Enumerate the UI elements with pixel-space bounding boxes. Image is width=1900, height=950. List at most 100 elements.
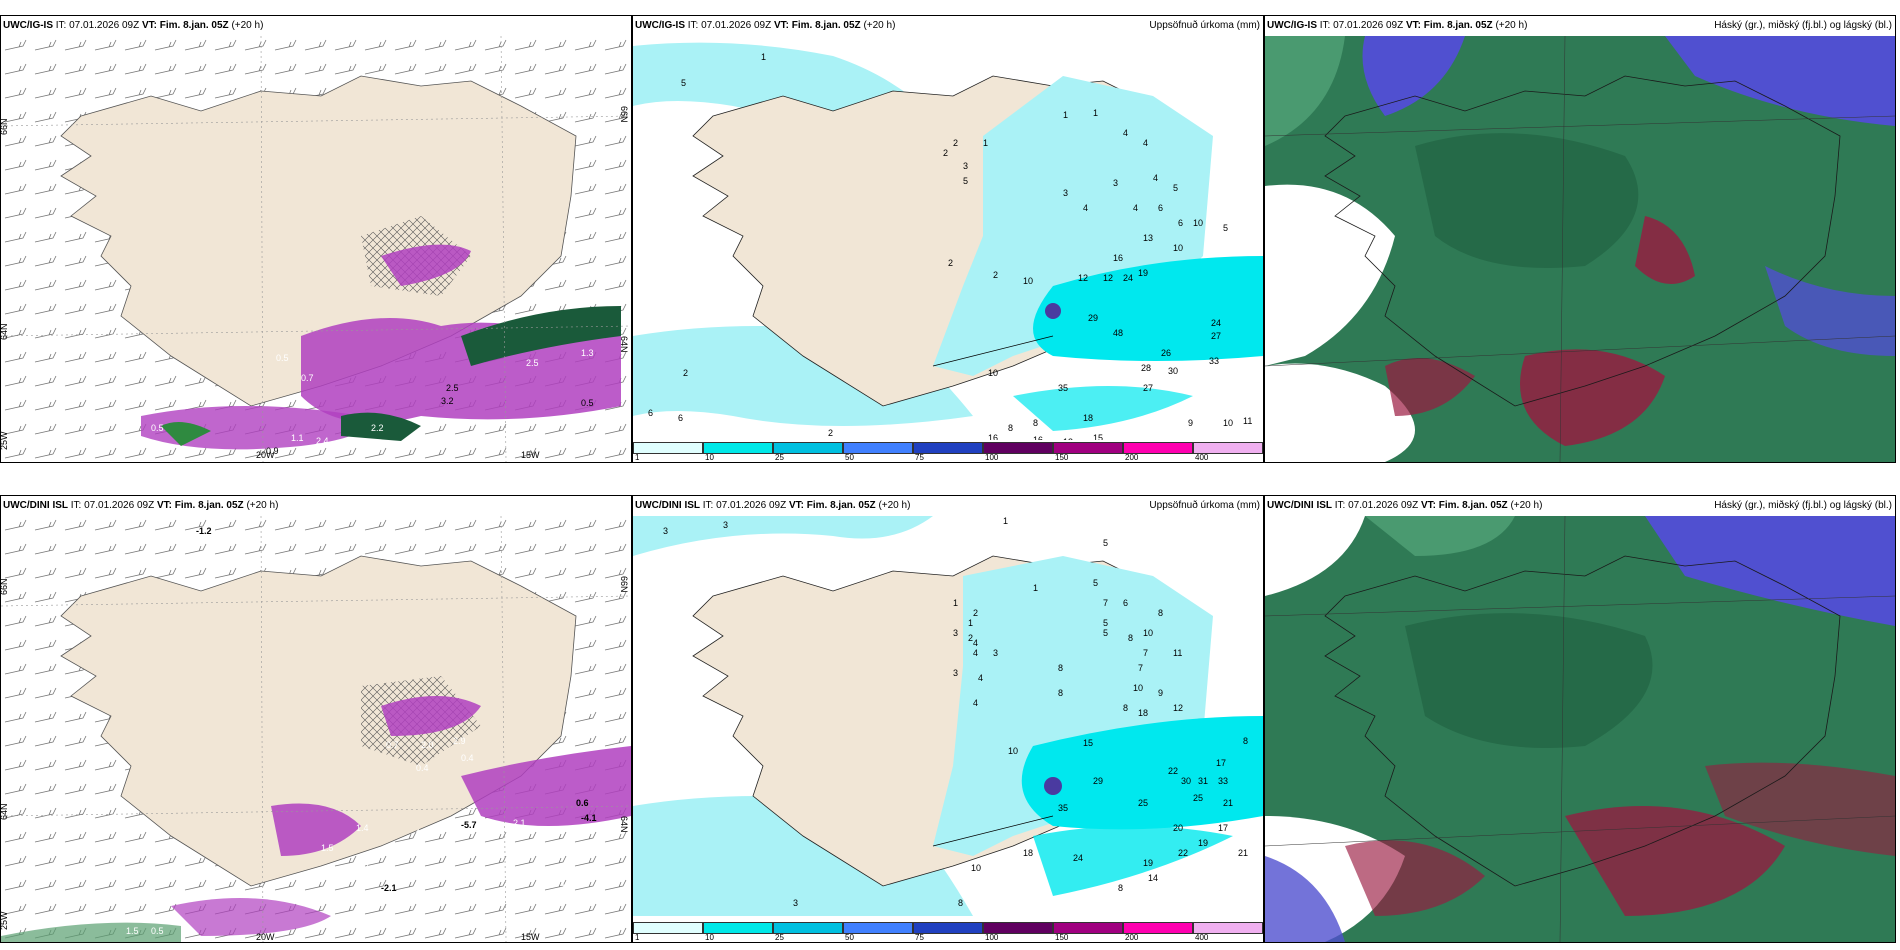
value-label: 19 [1143, 858, 1153, 868]
value-label: 5 [963, 176, 968, 186]
value-label: 2 [943, 148, 948, 158]
value-label: 2 [973, 608, 978, 618]
value-label: 24 [1073, 853, 1083, 863]
value-label: 2.9 [453, 736, 466, 746]
value-label: 10 [1133, 683, 1143, 693]
value-label: 0.7 [386, 740, 399, 750]
panel-title: Uppsöfnuð úrkoma (mm) [1149, 500, 1260, 511]
axis-label: 66N [1, 118, 9, 135]
value-label: 3 [663, 526, 668, 536]
colorbar: 1 10 25 50 75 100 150 200 400 [633, 920, 1263, 942]
value-label: 2.2 [371, 423, 384, 433]
colorbar-tick: 1 [635, 453, 640, 462]
cloud-map [1265, 36, 1895, 462]
value-label: 10 [971, 863, 981, 873]
value-label: 29 [1093, 776, 1103, 786]
value-label: 0.7 [301, 373, 314, 383]
value-label: 7 [1138, 663, 1143, 673]
value-label: 9 [1188, 418, 1193, 428]
value-label: 1.4 [356, 823, 369, 833]
value-label: 16 [988, 433, 998, 443]
value-label: 4 [1123, 128, 1128, 138]
panel-precip-top: UWC/IG-IS IT: 07.01.2026 09Z VT: Fim. 8.… [632, 15, 1264, 463]
colorbar-swatch [843, 922, 913, 934]
value-label: 3 [993, 648, 998, 658]
cloud-map [1265, 516, 1895, 942]
value-label: 12 [1078, 273, 1088, 283]
colorbar-tick: 75 [915, 933, 924, 942]
colorbar-swatch [1193, 442, 1263, 454]
value-label: 27 [1211, 331, 1221, 341]
value-label: 13 [1143, 233, 1153, 243]
value-label: 2.5 [446, 383, 459, 393]
value-label: 15 [1083, 738, 1093, 748]
value-label: 18 [1023, 848, 1033, 858]
colorbar-swatch [1123, 442, 1193, 454]
colorbar-swatch [983, 922, 1053, 934]
value-label: 3 [793, 898, 798, 908]
axis-label: 15W [521, 450, 540, 460]
value-label: 2 [968, 633, 973, 643]
value-label: 12 [1103, 273, 1113, 283]
value-label: 27 [1143, 383, 1153, 393]
colorbar-swatch [1123, 922, 1193, 934]
value-label: 21 [1223, 798, 1233, 808]
value-label: 6 [678, 413, 683, 423]
value-label: 3 [1113, 178, 1118, 188]
colorbar-tick: 100 [985, 453, 999, 462]
colorbar-tick: 10 [705, 453, 714, 462]
axis-label: 15W [521, 932, 540, 942]
value-label: 1 [1063, 110, 1068, 120]
value-label: 4 [1143, 138, 1148, 148]
value-label: -4.1 [581, 813, 597, 823]
colorbar-tick: 50 [845, 933, 854, 942]
value-label: 6 [1178, 218, 1183, 228]
wind-map: 66N 64N 25W 20W 15W 66N 64N 0.5 0.7 2.5 … [1, 36, 631, 462]
axis-label: 64N [1, 803, 9, 820]
panel-precip-bottom: UWC/DINI ISL IT: 07.01.2026 09Z VT: Fim.… [632, 495, 1264, 943]
value-label: 2.5 [356, 860, 369, 870]
value-label: 48 [1113, 328, 1123, 338]
value-label: 4 [973, 648, 978, 658]
value-label: 18 [1083, 413, 1093, 423]
panel-title: Uppsöfnuð úrkoma (mm) [1149, 20, 1260, 31]
value-label: 1.0 [583, 868, 596, 878]
value-label: 3 [953, 628, 958, 638]
value-label: 1 [953, 598, 958, 608]
value-label: 24 [1211, 318, 1221, 328]
colorbar-swatch [633, 922, 703, 934]
value-label: 7 [1103, 598, 1108, 608]
value-label: 0.5 [151, 926, 164, 936]
colorbar-swatch [703, 922, 773, 934]
value-label: 8 [1158, 608, 1163, 618]
value-label: 10 [1173, 243, 1183, 253]
value-label: 20 [1173, 823, 1183, 833]
value-label: 10 [1193, 218, 1203, 228]
value-label: 8 [958, 898, 963, 908]
value-label: 2.4 [316, 436, 329, 446]
value-label: -1.2 [196, 526, 212, 536]
value-label: 1 [761, 52, 766, 62]
value-label: -2.1 [381, 883, 397, 893]
value-label: 1 [968, 618, 973, 628]
value-label: 19 [1198, 838, 1208, 848]
value-label: 2 [993, 270, 998, 280]
value-label: 8 [1243, 736, 1248, 746]
value-label: 28 [1141, 363, 1151, 373]
axis-label: 25W [1, 911, 9, 930]
panel-wind-bottom: UWC/DINI ISL IT: 07.01.2026 09Z VT: Fim.… [0, 495, 632, 943]
value-label: 8 [1123, 703, 1128, 713]
value-label: 0.6 [576, 798, 589, 808]
value-label: 1.1 [291, 433, 304, 443]
value-label: 17 [1216, 758, 1226, 768]
panel-header: UWC/DINI ISL IT: 07.01.2026 09Z VT: Fim.… [3, 500, 279, 511]
value-label: 8 [1128, 633, 1133, 643]
value-label: 0.5 [151, 423, 164, 433]
value-label: 10 [1223, 418, 1233, 428]
colorbar: 1 10 25 50 75 100 150 200 400 [633, 440, 1263, 462]
value-label: 10 [1143, 628, 1153, 638]
value-label: 5 [681, 78, 686, 88]
colorbar-tick: 100 [985, 933, 999, 942]
panel-clouds-top: UWC/IG-IS IT: 07.01.2026 09Z VT: Fim. 8.… [1264, 15, 1896, 463]
value-label: 0.9 [266, 446, 279, 456]
